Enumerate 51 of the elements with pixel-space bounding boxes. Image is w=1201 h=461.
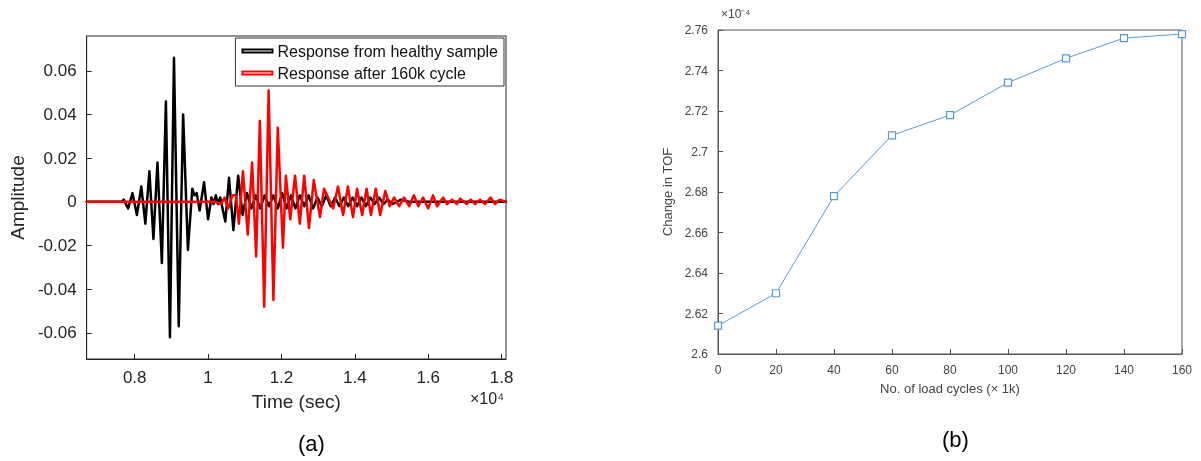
- point: [771, 289, 781, 298]
- y-tick-label: 2.64: [684, 266, 709, 280]
- x-tick-label: 0.8: [122, 368, 147, 387]
- y-axis-title: Change in TOF: [659, 147, 675, 237]
- y-tick-label: 2.7: [691, 144, 709, 159]
- y-tick-label: 0.02: [43, 148, 77, 168]
- point: [1177, 29, 1187, 39]
- y-tick-label: 2.62: [684, 306, 709, 321]
- x-tick-label: 60: [885, 363, 899, 377]
- text: (a): [298, 430, 325, 456]
- y-tick-label: -0.06: [37, 323, 77, 343]
- text: ×10⁴: [470, 389, 505, 407]
- y-axis-title: Amplitude: [7, 155, 28, 240]
- y-tick-label: -0.02: [37, 236, 77, 256]
- point: [713, 321, 723, 330]
- point: [829, 191, 839, 201]
- x-axis-title: No. of load cycles (× 1k): [880, 381, 1020, 396]
- x-tick-label: 1.2: [269, 368, 294, 387]
- y-tick-label: 2.76: [684, 23, 709, 37]
- y-tick-label: 2.68: [684, 185, 709, 199]
- line-series: [85, 89, 508, 308]
- text: ×10⁻⁴: [721, 7, 751, 21]
- x-tick-label: 1.6: [416, 368, 441, 387]
- x-tick-label: 160: [1171, 363, 1193, 377]
- x-tick-label: 80: [943, 363, 957, 377]
- x-tick-label: 40: [827, 363, 841, 377]
- text: (b): [942, 426, 969, 452]
- x-tick-label: 1: [203, 368, 213, 387]
- legend-label: Response from healthy sample: [277, 42, 499, 60]
- y-tick-label: 0: [67, 192, 77, 212]
- x-tick-label: 1.4: [343, 368, 367, 387]
- x-tick-label: 140: [1113, 363, 1135, 377]
- y-tick-label: 0.04: [43, 105, 77, 125]
- x-tick-label: 0: [714, 363, 722, 377]
- y-tick-label: 2.6: [691, 347, 709, 361]
- x-tick-label: 1.8: [489, 368, 514, 387]
- x-tick-label: 20: [769, 363, 783, 377]
- y-tick-label: 2.74: [684, 63, 709, 78]
- y-tick-label: 0.06: [43, 61, 77, 81]
- point: [887, 131, 897, 140]
- y-tick-label: 2.66: [684, 225, 709, 240]
- x-axis-title: Time (sec): [251, 391, 341, 412]
- y-tick-label: 2.72: [684, 104, 709, 118]
- point: [1061, 54, 1071, 63]
- point: [1003, 78, 1013, 87]
- point: [945, 110, 955, 120]
- legend-label: Response after 160k cycle: [277, 64, 467, 82]
- x-tick-label: 120: [1055, 363, 1077, 377]
- point: [1119, 34, 1129, 43]
- y-tick-label: -0.04: [37, 279, 77, 299]
- x-tick-label: 100: [997, 363, 1019, 377]
